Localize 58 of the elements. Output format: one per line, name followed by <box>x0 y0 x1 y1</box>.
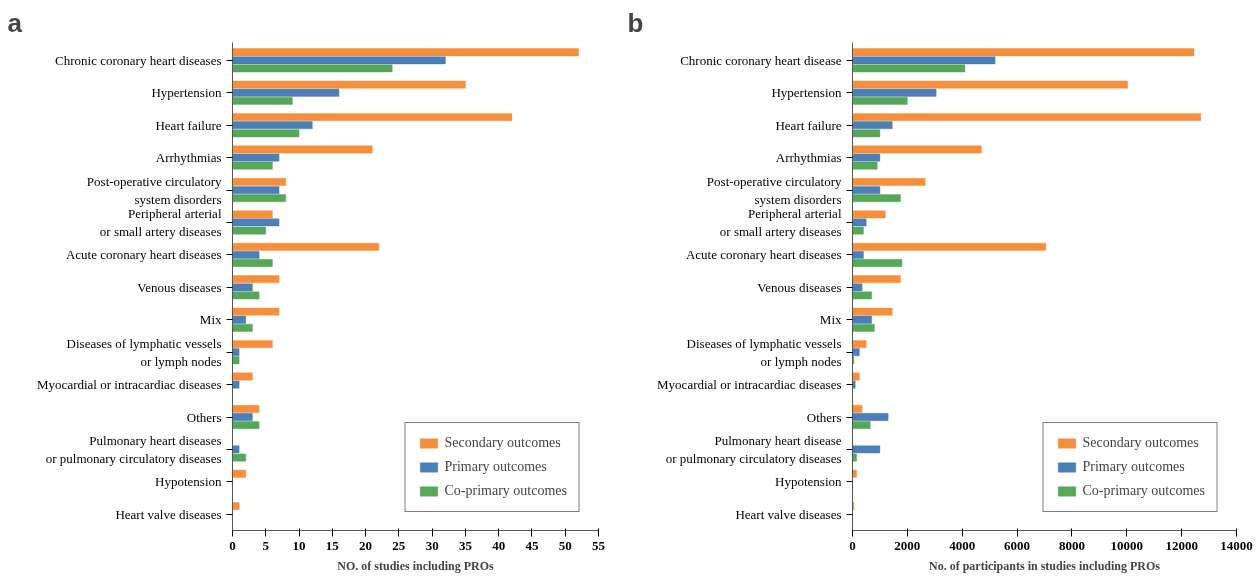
y-tick-label: Diseases of lymphatic vessels or lymph nodes <box>66 335 222 369</box>
y-tick-label: Myocardial or intracardiac diseases <box>657 377 842 393</box>
x-tick-label: 8000 <box>1058 537 1085 553</box>
y-tick-label: Chronic coronary heart diseases <box>55 52 222 68</box>
x-tick-label: 14000 <box>1220 537 1253 553</box>
legend-label: Primary outcomes <box>1082 459 1185 475</box>
y-tick-label: Myocardial or intracardiac diseases <box>37 377 222 393</box>
y-tick-label: Post-operative circulatory system disorders <box>706 173 842 207</box>
x-tick-label: 35 <box>458 537 473 553</box>
text: a <box>7 7 23 38</box>
legend-label: Co-primary outcomes <box>444 483 567 499</box>
x-tick-label: 10000 <box>1110 537 1144 553</box>
x-tick-label: 6000 <box>1004 537 1031 553</box>
legend-label: Primary outcomes <box>444 459 547 475</box>
x-tick-label: 0 <box>229 537 236 553</box>
x-tick-label: 10 <box>292 537 306 553</box>
y-tick-label: Heart valve diseases <box>735 506 842 522</box>
y-tick-label: Diseases of lymphatic vessels or lymph nodes <box>686 335 842 369</box>
y-tick-label: Others <box>806 409 842 425</box>
legend-label: Secondary outcomes <box>1082 435 1199 451</box>
y-tick-label: Chronic coronary heart disease <box>680 52 842 68</box>
y-tick-label: Acute coronary heart diseases <box>65 247 222 263</box>
y-tick-label: Heart failure <box>775 117 842 133</box>
x-tick-label: 40 <box>492 537 506 553</box>
y-tick-label: Venous diseases <box>137 279 222 295</box>
x-tick-label: 4000 <box>949 537 976 553</box>
y-tick-label: Mix <box>199 312 222 328</box>
x-tick-label: 5 <box>262 537 270 553</box>
x-tick-label: 15 <box>325 537 340 553</box>
x-tick-label: 2000 <box>894 537 921 553</box>
x-axis-title: NO. of studies including PROs <box>337 558 495 573</box>
y-tick-label: Heart failure <box>155 117 222 133</box>
x-axis-title: No. of participants in studies including PROs <box>928 558 1161 573</box>
x-tick-label: 0 <box>849 537 856 553</box>
y-tick-label: Pulmonary heart diseases or pulmonary circulatory diseases <box>45 432 222 466</box>
y-tick-label: Pulmonary heart disease or pulmonary circulatory diseases <box>665 432 842 466</box>
y-tick-label: Hypertension <box>771 85 842 101</box>
text: b <box>627 7 644 38</box>
y-tick-label: Hypertension <box>151 85 222 101</box>
x-tick-label: 20 <box>359 537 373 553</box>
x-tick-label: 45 <box>525 537 539 553</box>
y-tick-label: Post-operative circulatory system disorders <box>86 173 222 207</box>
x-tick-label: 55 <box>592 537 606 553</box>
x-tick-label: 25 <box>392 537 406 553</box>
y-tick-label: Acute coronary heart diseases <box>685 247 842 263</box>
y-tick-label: Hypotension <box>155 474 222 490</box>
y-tick-label: Heart valve diseases <box>115 506 222 522</box>
y-tick-label: Mix <box>819 312 842 328</box>
x-tick-label: 12000 <box>1165 537 1198 553</box>
legend-label: Secondary outcomes <box>444 435 561 451</box>
y-tick-label: Arrhythmias <box>775 150 842 166</box>
legend-label: Co-primary outcomes <box>1082 483 1205 499</box>
y-tick-label: Arrhythmias <box>155 150 222 166</box>
x-tick-label: 50 <box>558 537 572 553</box>
y-tick-label: Venous diseases <box>757 279 842 295</box>
x-tick-label: 30 <box>425 537 439 553</box>
y-tick-label: Hypotension <box>775 474 842 490</box>
y-tick-label: Others <box>186 409 222 425</box>
